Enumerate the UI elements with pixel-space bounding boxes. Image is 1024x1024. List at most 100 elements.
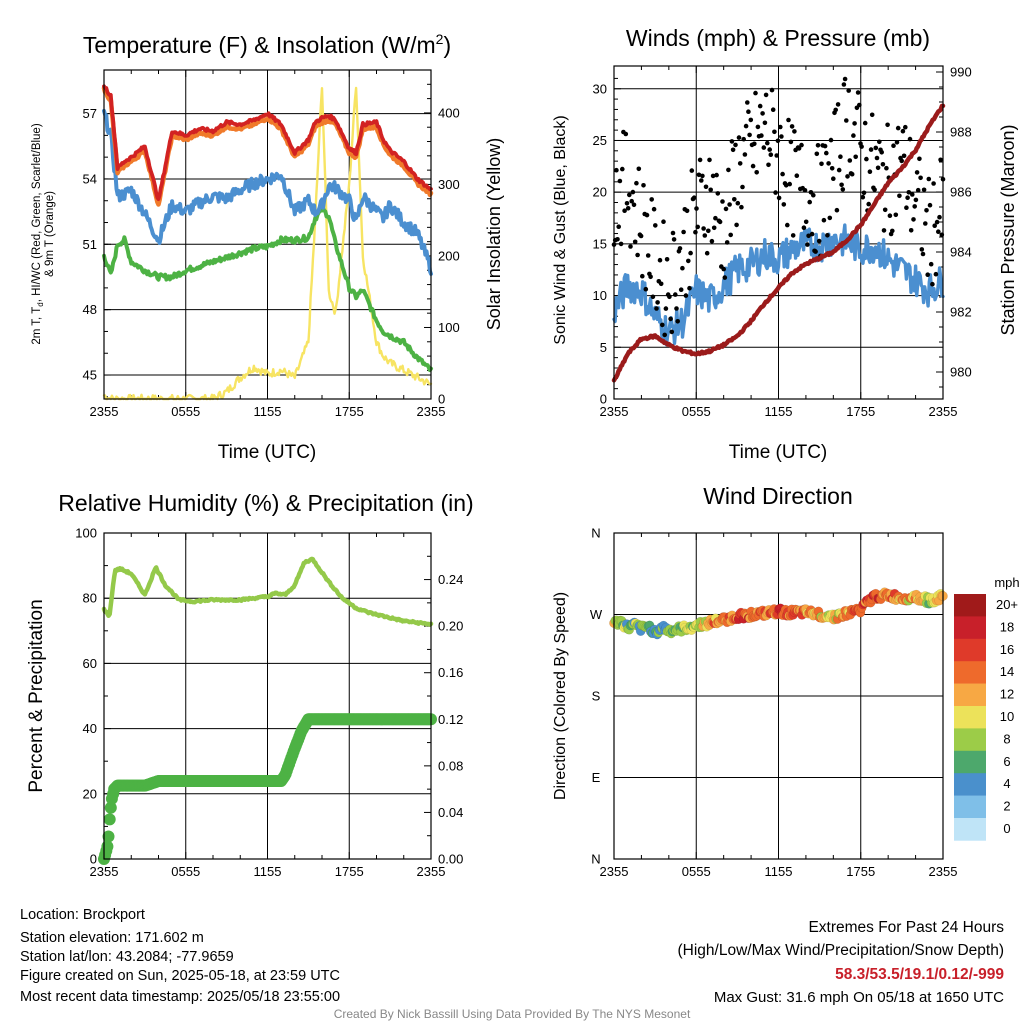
y-tick-label-right: 988 [950,125,972,140]
gust-point [660,322,665,328]
gust-point [785,222,790,228]
y-tick-label-left: 40 [83,721,97,736]
temperature-panel: Temperature (F) & Insolation (W/m2)2355 0… [31,31,504,463]
gust-point [915,187,921,193]
gust-point [669,329,675,335]
footer-created: Figure created on Sun, 2025-05-18, at 23… [20,968,340,984]
gust-point [616,224,621,229]
gust-point [763,92,769,98]
precip-point [102,830,115,843]
gust-point [776,195,782,201]
gust-point [752,141,757,147]
gust-point [745,100,750,105]
colorbar-swatch [954,750,986,774]
gust-point [936,229,941,234]
gust-point [799,142,804,148]
x-tick-label: 0555 [171,404,200,419]
gust-point [884,165,889,171]
gust-point [680,265,685,271]
gust-point [746,109,751,114]
gust-point [921,187,927,193]
y-tick-label-left: 10 [593,288,607,303]
gust-point [734,222,739,228]
gust-point [658,281,664,287]
gust-point [727,202,732,207]
gust-point [628,244,633,249]
gust-point [930,281,935,287]
gust-point [753,90,758,96]
y-axis-label-left: 2m T, Td, HI/WC (Red, Green, Scarlet/Blu… [31,123,56,344]
y-tick-label-left: N [591,526,600,541]
gust-point [924,208,929,213]
gust-point [783,183,789,188]
gust-point [735,200,741,206]
gust-point [693,229,698,235]
footer-location: Location: Brockport [20,907,145,923]
gust-point [648,274,653,280]
gust-point [708,187,713,193]
gust-point [696,172,702,178]
gust-point [631,202,637,208]
colorbar-swatch [954,594,986,617]
gust-point [713,215,718,221]
y-axis-label-rest: , HI/WC (Red, Green, Scarlet/Blue) [31,123,43,302]
gust-point [614,167,619,173]
sonic-wind-line [612,223,945,347]
gust-point [788,139,794,145]
gust-point [872,187,877,193]
gust-point [770,107,776,112]
gust-point [803,219,809,225]
gust-point [709,238,715,244]
y-tick-label-right: 982 [950,305,972,320]
windchill-line [102,108,433,276]
gust-point [632,239,638,245]
gust-point [775,138,781,144]
colorbar-swatch [954,818,986,841]
y-axis-label-left: Percent & Precipitation [26,599,47,792]
gust-point [767,147,772,152]
gust-point [640,273,645,279]
gust-point [875,165,881,171]
gust-point [729,139,735,144]
gust-point [765,140,770,146]
gust-point [741,136,746,142]
gust-point [750,163,756,169]
gust-point [704,250,710,256]
gust-point [813,249,818,254]
gust-point [849,171,855,177]
x-axis-label: Time (UTC) [218,442,317,463]
gust-point [864,156,869,162]
y-axis-label-left: Sonic Wind & Gust (Blue, Black) [552,115,569,344]
gust-point [928,261,934,267]
gust-point [807,199,812,205]
gust-point [649,197,654,202]
extremes-values: 58.3/53.5/19.1/0.12/-999 [835,966,1004,983]
gust-point [873,145,879,151]
x-tick-label: 0555 [682,864,711,879]
gust-point [760,111,765,116]
chart-title: Winds (mph) & Pressure (mb) [626,25,930,51]
gust-point [801,225,807,230]
gust-point [714,172,719,178]
y-tick-label-left: 45 [83,368,97,383]
gust-point [877,139,882,145]
gust-point [933,271,939,277]
gust-point [721,266,726,272]
gust-point [844,118,849,123]
gust-point [862,120,868,126]
gust-point [927,202,933,208]
x-tick-label: 1755 [846,864,875,879]
gust-point [728,232,733,238]
gust-point [655,300,660,305]
y-tick-label-left: 100 [75,526,97,541]
colorbar-swatch [954,728,986,752]
gust-point [786,117,791,123]
gust-point [819,161,824,167]
gust-point [847,158,853,163]
gust-point [816,238,822,244]
gust-point [706,228,711,234]
gust-point [829,166,835,171]
gust-point [711,225,717,231]
gust-point [717,219,723,225]
